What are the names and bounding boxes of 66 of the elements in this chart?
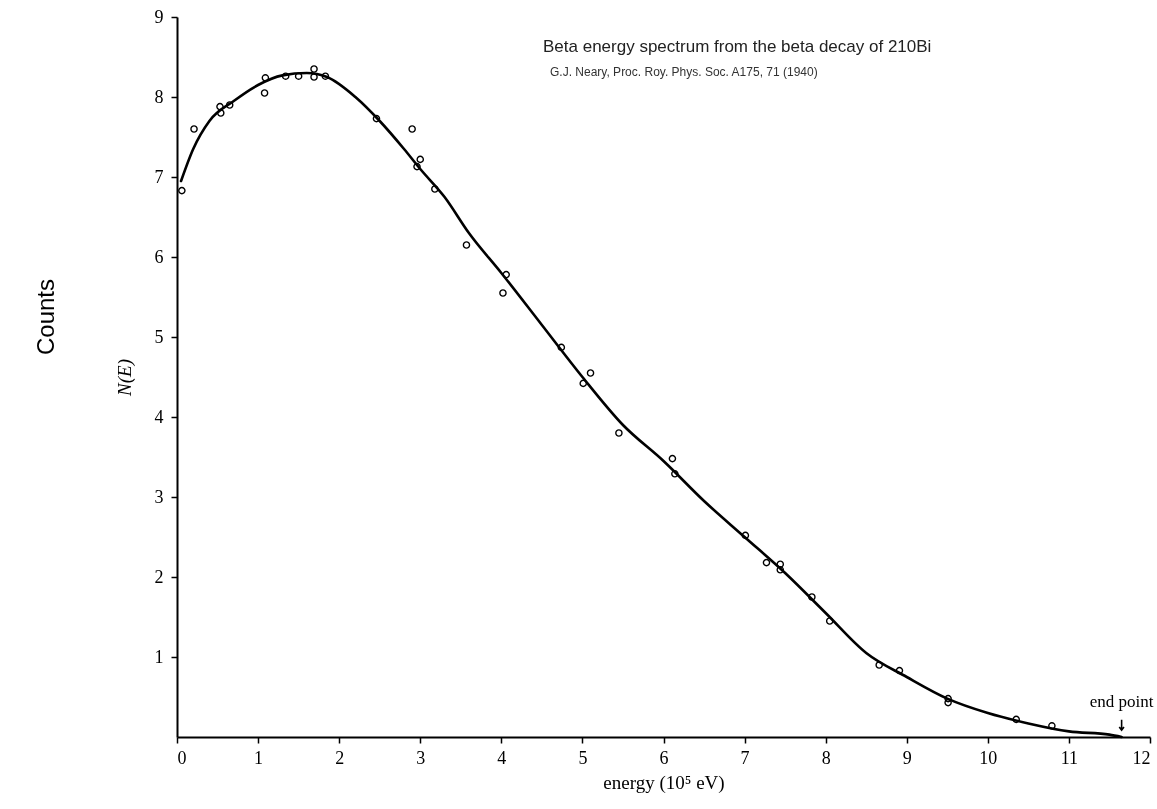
point [310,65,318,73]
point [944,694,952,703]
point [190,125,198,133]
point [557,343,566,352]
point [431,185,439,193]
point [615,429,623,437]
point [294,72,303,80]
point [413,162,421,171]
point [776,560,785,568]
point [586,369,595,377]
point [372,114,381,123]
y-tick-label: 7 [154,166,164,187]
x-tick-label: 5 [578,747,588,768]
point [875,661,883,669]
x-tick-label: 8 [821,747,831,768]
x-axis-title: energy (10⁵ eV) [603,771,725,794]
x-tick-label: 6 [659,747,669,768]
y-tick-label: 5 [154,326,164,347]
x-tick-label: 2 [335,747,345,768]
y-tick-label: 6 [154,246,164,267]
point [217,109,225,117]
y-tick-label: 3 [154,486,164,507]
point [671,470,679,478]
x-tick-label: 0 [177,747,187,768]
point [944,698,952,707]
point [499,289,507,297]
point [502,270,510,279]
x-tick-label: 10 [979,747,998,768]
y-tick-label: 9 [154,6,164,27]
point [762,558,771,567]
y-tick-label: 8 [154,86,164,107]
point [225,101,234,109]
point [579,379,588,388]
y-tick-label: 1 [154,646,164,667]
point [668,454,677,463]
x-tick-label: 9 [902,747,912,768]
point [1048,722,1056,730]
annotation: end point [1089,692,1154,711]
point [741,531,750,540]
point [408,125,416,133]
point [895,666,904,675]
x-tick-label: 7 [740,747,750,768]
point [281,72,290,80]
x-tick-label: 12 [1132,747,1151,768]
point [178,186,186,195]
x-tick-label: 4 [497,747,507,768]
point [1012,715,1020,724]
x-tick-label: 3 [416,747,426,768]
x-tick-label: 11 [1060,747,1079,768]
point [261,74,270,82]
point [416,155,425,164]
point [321,72,330,80]
point [776,566,785,574]
text: Counts [32,278,59,356]
point [216,102,224,111]
x-tick-label: 1 [254,747,264,768]
y-tick-label: 4 [154,406,164,427]
y-tick-label: 2 [154,566,164,587]
text: G.J. Neary, Proc. Roy. Phys. Soc. A175, 71 (1940) [550,65,818,79]
point [808,593,816,601]
point [260,89,269,97]
point [462,241,471,249]
text: Beta energy spectrum from the beta decay of 210Bi [543,37,932,56]
point [310,73,318,81]
y-axis-title: N(E) [113,359,136,397]
point [825,617,834,625]
